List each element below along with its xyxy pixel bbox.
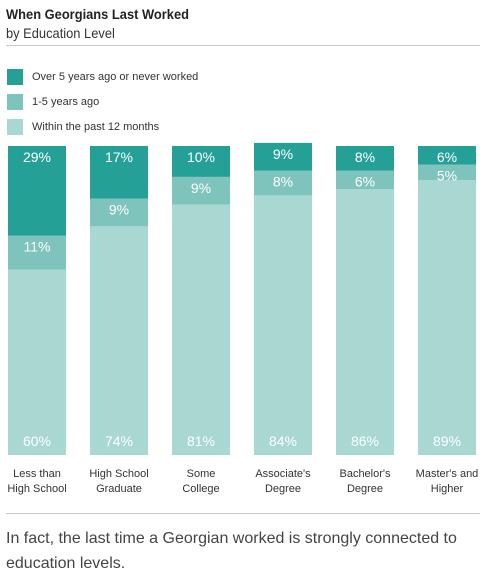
bar-value-label: 74% (105, 433, 133, 449)
bar-segment-past12 (336, 189, 394, 455)
legend-item-past-12-months: Within the past 12 months (7, 118, 198, 135)
legend-swatch-over5 (7, 68, 23, 85)
bar-value-label: 5% (437, 168, 457, 184)
bar-group: 81% 9% 10% Some College (172, 146, 230, 495)
bar-segment-one-to-five (418, 164, 476, 180)
bar-group: 60% 11% 29% Less than High School (7, 146, 67, 495)
bar-segment-past12 (172, 204, 230, 455)
legend: Over 5 years ago or never worked 1-5 yea… (7, 68, 198, 143)
bar-segment-one-to-five (8, 235, 66, 270)
bar-value-label: 8% (273, 174, 293, 190)
category-label: Less than High School (7, 468, 66, 495)
caption: In fact, the last time a Georgian worked… (6, 530, 457, 572)
bar-value-label: 9% (273, 146, 293, 162)
bar-group: 89% 5% 6% Master's and Higher (416, 146, 479, 495)
bar-segment-over5 (90, 146, 148, 199)
bar-segment-over5 (254, 142, 312, 171)
bar-segment-past12 (8, 269, 66, 455)
bottom-divider (6, 513, 480, 514)
chart-title: When Georgians Last Worked (6, 6, 189, 22)
bar-value-label: 60% (23, 433, 51, 449)
bar-value-label: 9% (191, 180, 211, 196)
bar-value-label: 9% (109, 202, 129, 218)
bar-value-label: 29% (23, 149, 51, 165)
legend-item-1-5-years: 1-5 years ago (7, 93, 198, 110)
bar-segment-over5 (172, 146, 230, 177)
chart-subtitle: by Education Level (6, 25, 115, 41)
bar-segment-one-to-five (254, 170, 312, 196)
category-label: Associate's Degree (255, 468, 311, 495)
bar-value-label: 86% (351, 433, 379, 449)
category-label: Bachelor's Degree (339, 468, 391, 495)
bar-segment-past12 (90, 226, 148, 455)
bar-value-label: 6% (437, 149, 457, 165)
category-label: Some College (182, 468, 219, 495)
bar-value-label: 6% (355, 174, 375, 190)
bar-segment-past12 (254, 195, 312, 455)
legend-swatch-past-12-months (7, 118, 23, 135)
bar-value-label: 10% (187, 149, 215, 165)
bar-value-label: 84% (269, 433, 297, 449)
bar-segment-one-to-five (90, 198, 148, 227)
bar-value-label: 81% (187, 433, 215, 449)
bar-value-label: 8% (355, 149, 375, 165)
bar-value-label: 89% (433, 433, 461, 449)
legend-label-1-5-years: 1-5 years ago (32, 95, 100, 108)
legend-label-over5: Over 5 years ago or never worked (32, 70, 199, 83)
category-label: Master's and Higher (416, 468, 479, 495)
category-label: High School Graduate (89, 468, 148, 495)
bar-segment-over5 (8, 146, 66, 236)
bar-segment-over5 (336, 146, 394, 171)
bar-value-label: 11% (24, 239, 51, 255)
bar-segment-over5 (418, 146, 476, 165)
bar-group: 74% 9% 17% High School Graduate (89, 146, 149, 495)
bar-segment-one-to-five (336, 170, 394, 190)
legend-label-past-12-months: Within the past 12 months (32, 120, 160, 133)
bar-segment-past12 (418, 179, 476, 456)
legend-item-over5: Over 5 years ago or never worked (7, 68, 198, 85)
legend-swatch-1-5-years (7, 93, 23, 110)
bar-segment-one-to-five (172, 176, 230, 205)
bar-group: 84% 8% 9% Associate's Degree (254, 142, 312, 495)
top-divider (6, 45, 480, 46)
bar-group: 86% 6% 8% Bachelor's Degree (336, 146, 394, 495)
bar-value-label: 17% (105, 149, 133, 165)
